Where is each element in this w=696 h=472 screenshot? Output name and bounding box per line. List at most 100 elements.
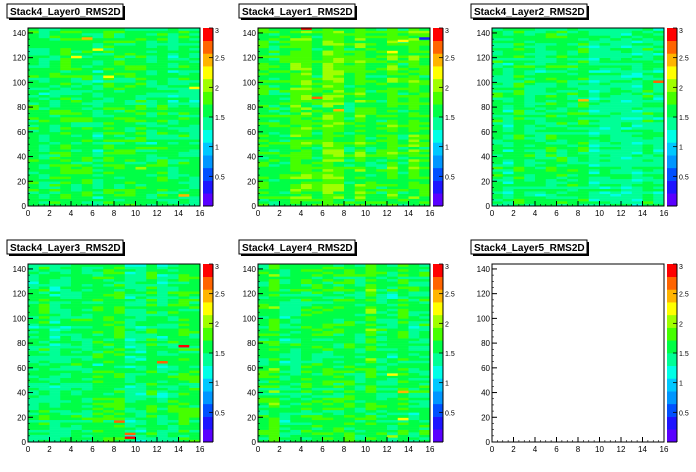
heatmap-cell — [631, 151, 643, 155]
heatmap-cell — [81, 112, 93, 115]
heatmap-cell — [578, 171, 590, 175]
heatmap-cell — [178, 65, 190, 68]
heatmap-hot-cell — [387, 50, 398, 54]
heatmap-cell — [135, 357, 147, 361]
heatmap-cell — [60, 141, 72, 145]
heatmap-cell — [365, 42, 377, 46]
heatmap-cell — [38, 288, 50, 292]
heatmap-cell — [653, 136, 665, 140]
heatmap-cell — [290, 186, 302, 189]
heatmap-cell — [258, 146, 270, 150]
heatmap-cell — [135, 395, 147, 398]
heatmap-cell — [535, 65, 547, 68]
heatmap-cell — [103, 104, 115, 108]
heatmap-cell — [322, 198, 334, 202]
heatmap-cell — [268, 126, 280, 130]
heatmap-cell — [578, 82, 590, 86]
heatmap-cell — [189, 429, 201, 433]
heatmap-cell — [38, 79, 50, 83]
heatmap-cell — [365, 37, 377, 41]
heatmap-cell — [279, 161, 291, 165]
heatmap-cell — [588, 114, 600, 118]
heatmap-cell — [114, 37, 126, 41]
heatmap-cell — [365, 32, 377, 36]
heatmap-cell — [268, 102, 280, 105]
heatmap-cell — [535, 171, 547, 175]
heatmap-cell — [135, 387, 147, 391]
heatmap-cell — [189, 357, 201, 361]
heatmap-cell — [290, 30, 302, 34]
heatmap-cell — [103, 129, 115, 133]
heatmap-cell — [81, 131, 93, 135]
heatmap-cell — [610, 154, 622, 157]
heatmap-cell — [599, 77, 611, 81]
heatmap-cell — [279, 74, 291, 78]
heatmap-cell — [114, 318, 126, 322]
heatmap-cell — [599, 124, 611, 128]
heatmap-cell — [178, 296, 190, 299]
heatmap-cell — [301, 92, 313, 96]
heatmap-cell — [322, 193, 334, 197]
heatmap-cell — [397, 156, 409, 160]
heatmap-cell — [268, 139, 280, 143]
heatmap-cell — [322, 47, 334, 51]
heatmap-cell — [178, 437, 190, 440]
heatmap-cell — [258, 92, 270, 96]
heatmap-cell — [258, 191, 270, 194]
heatmap-cell — [189, 89, 201, 93]
heatmap-cell — [631, 171, 643, 175]
heatmap-cell — [408, 124, 420, 128]
heatmap-cell — [397, 72, 409, 76]
heatmap-cell — [524, 188, 536, 192]
heatmap-cell — [71, 301, 83, 304]
heatmap-cell — [38, 65, 50, 68]
heatmap-cell — [621, 144, 633, 147]
heatmap-cell — [290, 131, 302, 135]
heatmap-cell — [397, 87, 409, 91]
heatmap-cell — [60, 114, 72, 118]
heatmap-cell — [189, 387, 201, 391]
heatmap-cell — [653, 57, 665, 61]
heatmap-cell — [38, 372, 50, 376]
heatmap-cell — [492, 28, 504, 31]
heatmap-cell — [653, 149, 665, 152]
heatmap-cell — [322, 97, 334, 100]
heatmap-cell — [599, 97, 611, 100]
heatmap-cell — [103, 353, 115, 356]
heatmap-cell — [290, 193, 302, 197]
heatmap-cell — [311, 60, 323, 63]
heatmap-cell — [114, 437, 126, 440]
heatmap-cell — [610, 60, 622, 63]
heatmap-cell — [419, 134, 431, 138]
heatmap-cell — [135, 325, 147, 329]
heatmap-cell — [376, 114, 388, 118]
heatmap-cell — [301, 121, 313, 125]
heatmap-cell — [178, 377, 190, 381]
heatmap-cell — [49, 77, 61, 81]
heatmap-cell — [189, 159, 201, 162]
heatmap-cell — [49, 35, 61, 39]
heatmap-cell — [92, 141, 104, 145]
heatmap-cell — [71, 52, 83, 56]
heatmap-cell — [492, 131, 504, 135]
heatmap-cell — [114, 350, 126, 354]
heatmap-cell — [354, 144, 366, 147]
heatmap-cell — [301, 191, 313, 194]
heatmap-cell — [376, 144, 388, 147]
heatmap-cell — [290, 183, 302, 187]
heatmap-cell — [189, 328, 201, 332]
heatmap-cell — [114, 196, 126, 199]
heatmap-cell — [653, 77, 665, 81]
heatmap-cell — [631, 87, 643, 91]
heatmap-cell — [71, 417, 83, 421]
heatmap-cell — [71, 407, 83, 411]
heatmap-cell — [419, 193, 431, 197]
heatmap-cell — [71, 365, 83, 369]
heatmap-cell — [588, 173, 600, 177]
heatmap-cell — [103, 117, 115, 120]
heatmap-cell — [290, 154, 302, 157]
heatmap-cell — [354, 163, 366, 167]
heatmap-cell — [103, 70, 115, 73]
heatmap-cell — [333, 57, 345, 61]
heatmap-cell — [38, 397, 50, 401]
